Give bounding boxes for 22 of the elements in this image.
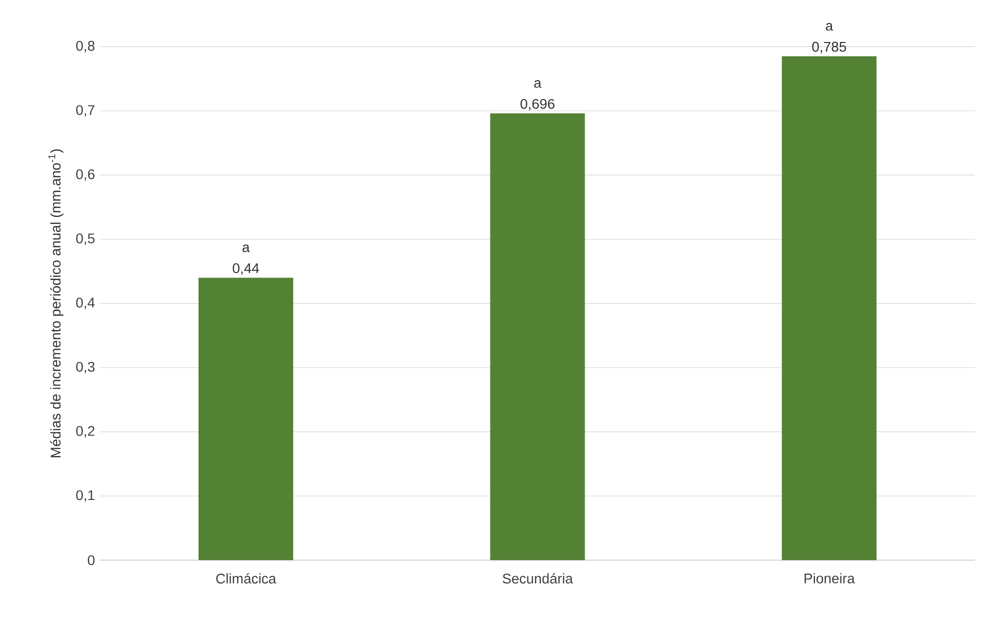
data-label: 0,785 — [812, 42, 846, 54]
annotation: a — [534, 80, 542, 88]
y-tick-label: 0,3 — [76, 362, 94, 374]
data-label: 0,696 — [520, 99, 554, 111]
y-tick-label: 0,4 — [76, 298, 95, 310]
y-axis-title: Médias de incremento periódico anual (mm.ano$^{-1}$) — [48, 150, 64, 458]
y-tick-label: 0 — [88, 555, 95, 566]
x-tick-label: Secundária — [502, 573, 573, 584]
y-tick-label: 0,1 — [76, 490, 94, 502]
annotation: a — [242, 244, 250, 252]
data-label: 0,44 — [232, 263, 260, 276]
bar — [782, 56, 877, 560]
annotation: a — [826, 23, 834, 31]
y-tick-label: 0,7 — [76, 105, 94, 117]
x-tick-label: Climácica — [216, 573, 276, 584]
y-tick-label: 0,6 — [76, 170, 94, 182]
y-tick-label: 0,8 — [76, 41, 94, 53]
y-tick-label: 0,2 — [76, 426, 94, 438]
x-tick-label: Pioneira — [804, 573, 855, 584]
bar — [198, 278, 294, 560]
y-tick-label: 0,5 — [76, 234, 95, 246]
bar — [490, 114, 585, 560]
